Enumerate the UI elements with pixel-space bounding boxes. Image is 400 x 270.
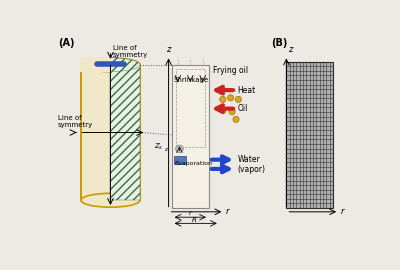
Text: r: r — [226, 207, 230, 216]
Ellipse shape — [220, 96, 226, 103]
Text: r: r — [341, 207, 344, 216]
Text: z: z — [166, 45, 171, 54]
Text: (A): (A) — [58, 38, 74, 48]
Text: (B): (B) — [271, 38, 287, 48]
Bar — [81, 65, 140, 200]
Text: Heat: Heat — [238, 86, 256, 95]
Ellipse shape — [176, 145, 183, 153]
Text: R: R — [192, 217, 196, 222]
Text: Evaporation: Evaporation — [174, 161, 212, 166]
Text: Line of
symmetry: Line of symmetry — [113, 45, 148, 58]
Text: z: z — [164, 147, 167, 152]
Text: Shrinkage: Shrinkage — [174, 77, 209, 83]
Bar — [176, 69, 205, 147]
Ellipse shape — [81, 58, 140, 72]
Bar — [80, 57, 110, 72]
Text: Line of
symmetry: Line of symmetry — [58, 115, 93, 128]
Bar — [174, 156, 186, 164]
Ellipse shape — [229, 109, 235, 115]
Bar — [172, 65, 209, 208]
Text: $Z_s$: $Z_s$ — [154, 142, 163, 153]
Ellipse shape — [220, 107, 226, 113]
Text: Water
(vapor): Water (vapor) — [238, 155, 266, 174]
Ellipse shape — [81, 58, 140, 72]
Ellipse shape — [235, 96, 242, 103]
Text: r: r — [189, 210, 192, 217]
Ellipse shape — [228, 95, 234, 101]
Ellipse shape — [233, 116, 239, 123]
Bar — [110, 65, 140, 200]
Ellipse shape — [81, 193, 140, 207]
Bar — [286, 62, 333, 208]
Text: Frying oil: Frying oil — [213, 66, 248, 75]
Text: Oil: Oil — [238, 104, 248, 113]
Text: z: z — [288, 45, 292, 54]
